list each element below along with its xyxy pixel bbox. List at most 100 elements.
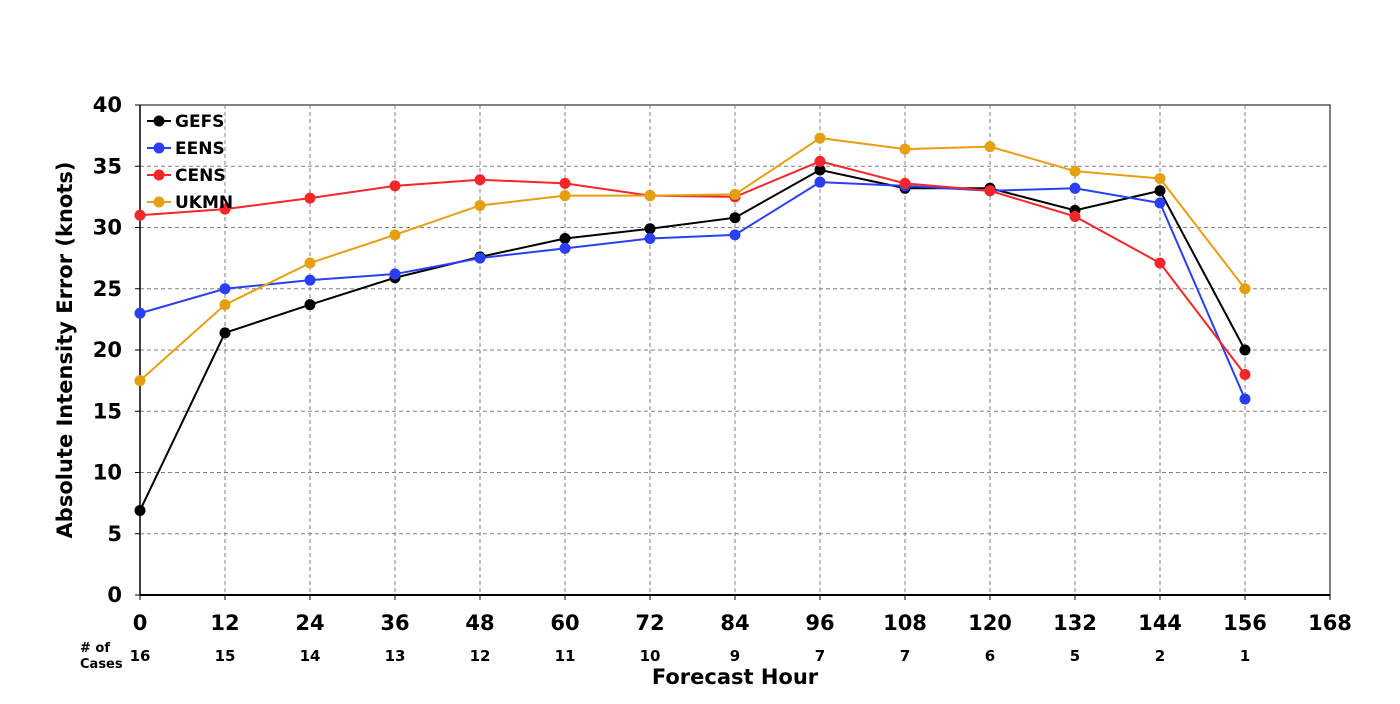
data-point-ukmn: [219, 299, 231, 311]
data-point-cens: [1069, 210, 1081, 222]
data-point-eens: [474, 252, 486, 264]
data-point-gefs: [644, 223, 656, 235]
case-count-label: 12: [470, 647, 491, 665]
x-tick-label: 60: [550, 611, 579, 635]
x-tick-label: 24: [295, 611, 324, 635]
x-tick-label: 72: [635, 611, 664, 635]
data-point-eens: [134, 307, 146, 319]
data-point-cens: [899, 177, 911, 189]
data-point-gefs: [219, 327, 231, 339]
x-tick-label: 36: [380, 611, 409, 635]
cases-label: # of Cases: [80, 641, 123, 672]
data-point-cens: [304, 192, 316, 204]
y-tick-label: 25: [93, 277, 122, 301]
y-tick-label: 10: [93, 461, 122, 485]
y-axis-title: Absolute Intensity Error (knots): [53, 162, 77, 539]
data-point-cens: [389, 180, 401, 192]
y-tick-label: 40: [93, 93, 122, 117]
x-tick-label: 132: [1053, 611, 1097, 635]
data-point-ukmn: [559, 190, 571, 202]
case-count-label: 16: [130, 647, 151, 665]
legend-label-gefs: GEFS: [175, 112, 224, 132]
series-line-cens: [139, 160, 1246, 376]
data-point-ukmn: [1239, 283, 1251, 295]
legend-label-ukmn: UKMN: [175, 193, 233, 213]
data-point-cens: [1154, 257, 1166, 269]
data-point-ukmn: [899, 143, 911, 155]
legend-label-eens: EENS: [175, 139, 225, 159]
data-point-cens: [559, 177, 571, 189]
data-point-cens: [474, 174, 486, 186]
y-tick-label: 20: [93, 338, 122, 362]
data-point-gefs: [729, 212, 741, 224]
data-point-cens: [219, 203, 231, 215]
data-point-eens: [1239, 393, 1251, 405]
y-tick-label: 35: [93, 154, 122, 178]
data-point-eens: [389, 268, 401, 280]
x-tick-label: 0: [133, 611, 148, 635]
data-point-ukmn: [984, 141, 996, 153]
data-point-gefs: [814, 164, 826, 176]
data-point-ukmn: [474, 199, 486, 211]
y-tick-label: 5: [107, 522, 122, 546]
data-point-eens: [559, 242, 571, 254]
x-tick-label: 84: [720, 611, 749, 635]
case-count-label: 2: [1155, 647, 1165, 665]
data-point-ukmn: [1154, 173, 1166, 184]
x-tick-label: 120: [968, 611, 1012, 635]
legend-marker-gefs: [153, 115, 165, 127]
case-count-label: 6: [985, 647, 995, 665]
case-count-label: 7: [900, 647, 910, 665]
data-point-gefs: [1239, 344, 1251, 356]
x-tick-label: 144: [1138, 611, 1182, 635]
legend-marker-eens: [153, 142, 165, 154]
x-tick-label: 12: [210, 611, 239, 635]
data-point-ukmn: [814, 132, 826, 144]
case-count-label: 14: [300, 647, 321, 665]
x-tick-label: 156: [1223, 611, 1267, 635]
x-tick-label: 96: [805, 611, 834, 635]
case-count-label: 10: [640, 647, 661, 665]
data-point-cens: [984, 185, 996, 197]
series-line-ukmn: [139, 137, 1246, 382]
x-tick-label: 48: [465, 611, 494, 635]
y-tick-label: 0: [107, 583, 122, 607]
data-point-ukmn: [304, 257, 316, 269]
x-axis-title: Forecast Hour: [652, 665, 819, 689]
case-count-label: 5: [1070, 647, 1080, 665]
data-point-cens: [1239, 369, 1251, 380]
data-point-gefs: [1154, 185, 1166, 197]
data-point-gefs: [134, 504, 146, 516]
data-point-eens: [1069, 182, 1081, 194]
data-point-eens: [219, 283, 231, 295]
data-point-eens: [814, 176, 826, 188]
data-point-cens: [814, 155, 826, 167]
data-point-gefs: [559, 233, 571, 245]
data-point-ukmn: [134, 375, 146, 387]
legend-label-cens: CENS: [175, 166, 226, 186]
data-point-cens: [134, 209, 146, 221]
case-count-label: 1: [1240, 647, 1250, 665]
y-tick-label: 30: [93, 216, 122, 240]
case-count-label: 11: [555, 647, 576, 665]
data-point-eens: [729, 229, 741, 241]
data-point-ukmn: [389, 229, 401, 241]
legend-marker-ukmn: [153, 196, 165, 208]
case-count-label: 13: [385, 647, 406, 665]
legend-marker-cens: [153, 169, 165, 181]
data-point-eens: [1154, 197, 1166, 209]
data-point-gefs: [304, 299, 316, 311]
data-point-ukmn: [644, 190, 656, 202]
data-point-eens: [304, 274, 316, 286]
case-count-label: 7: [815, 647, 825, 665]
data-point-ukmn: [729, 188, 741, 200]
case-count-label: 15: [215, 647, 236, 665]
series-line-gefs: [139, 168, 1246, 511]
x-tick-label: 168: [1308, 611, 1352, 635]
data-point-ukmn: [1069, 165, 1081, 177]
series-line-eens: [139, 181, 1246, 400]
data-point-eens: [644, 233, 656, 245]
case-count-label: 9: [730, 647, 740, 665]
